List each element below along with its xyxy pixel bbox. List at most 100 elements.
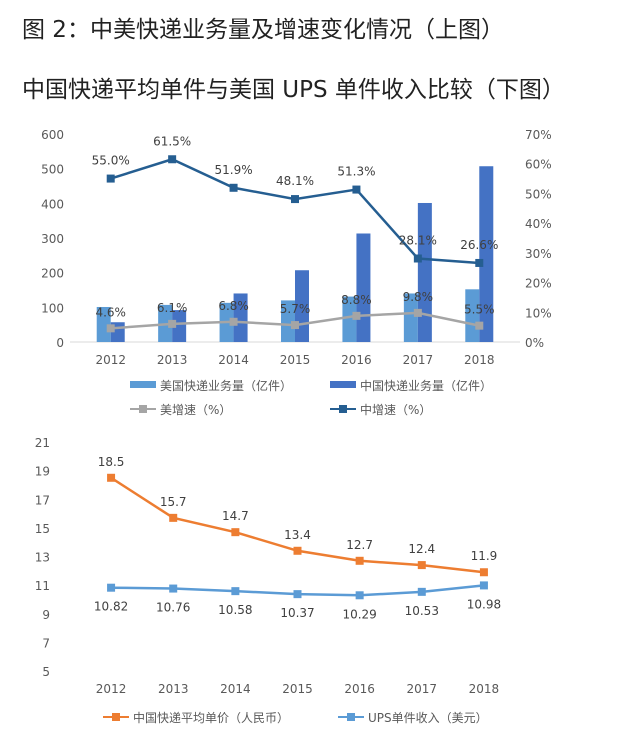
data-label: 5.5% [464, 303, 495, 317]
legend-label: 美增速（%） [160, 403, 231, 417]
bar-us [342, 296, 357, 342]
point-marker [293, 590, 302, 599]
x-tick-label: 2017 [403, 353, 434, 367]
data-label: 18.5 [98, 455, 125, 469]
legend-marker [339, 405, 347, 413]
data-label: 61.5% [153, 134, 191, 148]
y-tick-label: 21 [35, 436, 50, 450]
point-marker [106, 174, 115, 183]
bar-china [356, 233, 371, 342]
y-tick-label: 13 [35, 551, 50, 565]
point-marker [107, 473, 116, 482]
legend-label: 中国快递业务量（亿件） [360, 378, 492, 393]
y2-tick-label: 70% [525, 128, 552, 142]
point-marker [293, 546, 302, 555]
data-label: 51.3% [337, 165, 375, 179]
legend-swatch [130, 381, 156, 388]
y-tick-label: 200 [41, 267, 64, 281]
bar-china [417, 202, 432, 342]
x-tick-label: 2014 [220, 682, 251, 696]
x-tick-label: 2013 [158, 682, 189, 696]
y2-tick-label: 30% [525, 247, 552, 261]
point-marker [355, 556, 364, 565]
data-label: 6.8% [218, 299, 249, 313]
point-marker [479, 581, 488, 590]
x-tick-label: 2014 [218, 353, 249, 367]
legend-marker [347, 713, 355, 721]
y-tick-label: 15 [35, 522, 50, 536]
y-tick-label: 7 [42, 636, 50, 650]
data-label: 55.0% [92, 154, 130, 168]
y-tick-label: 17 [35, 493, 50, 507]
data-label: 10.82 [94, 600, 128, 614]
y-tick-label: 500 [41, 163, 64, 177]
data-label: 5.7% [280, 302, 311, 316]
bar-china [233, 293, 248, 342]
data-label: 10.58 [218, 603, 252, 617]
y-tick-label: 9 [42, 608, 50, 622]
data-label: 10.76 [156, 601, 190, 615]
y-tick-label: 300 [41, 232, 64, 246]
point-marker [352, 185, 361, 194]
bar-us [96, 306, 111, 342]
data-label: 10.29 [342, 607, 376, 621]
data-label: 10.53 [405, 604, 439, 618]
y-tick-label: 11 [35, 579, 50, 593]
data-label: 48.1% [276, 174, 314, 188]
figure-subtitle: 中国快递平均单件与美国 UPS 单件收入比较（下图） [22, 77, 565, 103]
data-label: 9.8% [403, 290, 434, 304]
x-tick-label: 2017 [407, 682, 438, 696]
y-tick-label: 600 [41, 128, 64, 142]
data-label: 12.7 [346, 538, 373, 552]
point-marker [168, 155, 177, 164]
data-label: 26.6% [460, 238, 498, 252]
point-marker [169, 513, 178, 522]
data-label: 51.9% [215, 163, 253, 177]
x-tick-label: 2016 [344, 682, 375, 696]
y-tick-label: 19 [35, 465, 50, 479]
point-marker [355, 591, 364, 600]
y-tick-label: 100 [41, 301, 64, 315]
x-tick-label: 2015 [280, 353, 311, 367]
legend-marker [139, 405, 147, 413]
legend-label: 中增速（%） [360, 402, 431, 417]
x-tick-label: 2012 [96, 682, 127, 696]
point-marker [291, 321, 299, 330]
bar-china [479, 166, 494, 342]
y2-tick-label: 10% [525, 306, 552, 320]
legend-swatch [330, 381, 356, 388]
y-tick-label: 5 [42, 665, 50, 679]
point-marker [291, 195, 299, 204]
x-tick-label: 2018 [469, 682, 500, 696]
point-marker [475, 258, 484, 267]
point-marker [417, 587, 426, 596]
data-label: 28.1% [399, 234, 437, 248]
line-china-price [110, 476, 485, 574]
point-marker [231, 528, 240, 537]
data-label: 10.37 [280, 606, 314, 620]
x-tick-label: 2012 [95, 353, 126, 367]
point-marker [229, 183, 238, 192]
x-tick-label: 2013 [157, 353, 188, 367]
y-tick-label: 400 [41, 197, 64, 211]
legend-label: 中国快递平均单价（人民币） [133, 710, 289, 725]
point-marker [352, 311, 361, 320]
point-marker [417, 561, 426, 570]
bar-us [403, 293, 418, 342]
point-marker [413, 254, 422, 263]
y-tick-label: 0 [56, 336, 64, 350]
point-marker [229, 317, 238, 326]
point-marker [475, 321, 484, 330]
x-tick-label: 2016 [341, 353, 372, 367]
bar-china [172, 310, 187, 342]
point-marker [413, 308, 422, 317]
data-label: 14.7 [222, 509, 249, 523]
data-label: 15.7 [160, 495, 187, 509]
x-tick-label: 2018 [464, 353, 495, 367]
y2-tick-label: 0% [525, 336, 544, 350]
legend-label: UPS单件收入（美元） [368, 711, 488, 725]
data-label: 10.98 [467, 597, 501, 611]
point-marker [169, 584, 178, 593]
